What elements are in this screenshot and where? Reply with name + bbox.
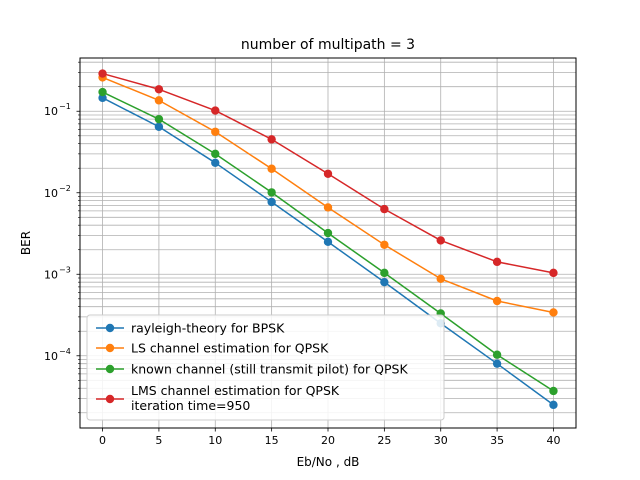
data-point bbox=[267, 197, 276, 207]
data-point bbox=[154, 122, 164, 131]
data-point bbox=[154, 114, 164, 124]
data-point bbox=[98, 87, 107, 97]
data-point bbox=[98, 93, 107, 103]
y-tick-label: 10 bbox=[44, 105, 58, 118]
y-axis-label: BER bbox=[19, 231, 33, 255]
y-tick-label: 10 bbox=[44, 268, 58, 281]
data-point bbox=[211, 149, 220, 159]
data-point bbox=[549, 308, 558, 317]
x-tick-label: 20 bbox=[321, 434, 335, 447]
y-tick-label: 10 bbox=[44, 350, 58, 363]
legend-entry: LMS channel estimation for QPSK iteratio… bbox=[96, 383, 340, 413]
x-tick-label: 10 bbox=[208, 434, 222, 447]
data-point bbox=[267, 135, 276, 144]
data-point bbox=[380, 268, 389, 278]
x-tick-label: 15 bbox=[265, 434, 279, 447]
legend-swatch-marker bbox=[105, 343, 115, 353]
legend-label-line2: iteration time=950 bbox=[131, 398, 250, 413]
data-point bbox=[549, 400, 558, 410]
x-axis-label: Eb/No , dB bbox=[297, 455, 360, 469]
data-point bbox=[267, 188, 276, 197]
y-tick-exponent: −3 bbox=[59, 265, 71, 274]
x-tick-label: 30 bbox=[434, 434, 448, 447]
legend-entry: known channel (still transmit pilot) for… bbox=[96, 362, 408, 377]
data-point bbox=[436, 236, 445, 245]
legend-label: LMS channel estimation for QPSK bbox=[131, 383, 340, 398]
legend-label: known channel (still transmit pilot) for… bbox=[131, 362, 408, 377]
x-axis-ticks: 0 5 10 15 20 25 30 35 40 bbox=[99, 428, 560, 447]
y-tick-exponent: −4 bbox=[59, 347, 71, 356]
data-point bbox=[323, 237, 333, 247]
x-tick-label: 25 bbox=[377, 434, 391, 447]
data-point bbox=[323, 169, 333, 178]
data-point bbox=[380, 204, 389, 214]
data-point bbox=[549, 386, 558, 396]
data-point bbox=[380, 277, 389, 287]
y-tick-exponent: −2 bbox=[59, 184, 71, 193]
legend-entry: rayleigh-theory for BPSK bbox=[96, 321, 285, 336]
data-point bbox=[211, 106, 220, 115]
legend-swatch-marker bbox=[105, 364, 115, 374]
legend-swatch-marker bbox=[105, 394, 115, 404]
legend: rayleigh-theory for BPSK LS channel esti… bbox=[86, 314, 445, 421]
legend-entry: LS channel estimation for QPSK bbox=[96, 341, 329, 356]
data-point bbox=[549, 268, 558, 278]
data-point bbox=[492, 350, 502, 359]
data-point bbox=[436, 274, 445, 283]
y-tick-label: 10 bbox=[44, 187, 58, 200]
data-point bbox=[211, 158, 220, 168]
data-point bbox=[154, 96, 164, 105]
y-axis-ticks: 10−410−310−210−1 bbox=[44, 61, 80, 414]
data-point bbox=[492, 359, 502, 368]
data-point bbox=[323, 203, 333, 212]
data-point bbox=[267, 164, 276, 173]
data-point bbox=[154, 85, 164, 94]
y-tick-exponent: −1 bbox=[59, 102, 71, 111]
legend-label: rayleigh-theory for BPSK bbox=[131, 321, 285, 336]
legend-swatch-marker bbox=[105, 323, 115, 333]
legend-label: LS channel estimation for QPSK bbox=[131, 341, 329, 356]
series-group bbox=[98, 73, 558, 317]
series-group bbox=[98, 69, 558, 278]
x-tick-label: 35 bbox=[490, 434, 504, 447]
data-point bbox=[211, 127, 220, 136]
x-tick-label: 40 bbox=[546, 434, 560, 447]
x-tick-label: 5 bbox=[155, 434, 162, 447]
data-point bbox=[380, 240, 389, 249]
data-point bbox=[323, 228, 333, 238]
series-group bbox=[98, 87, 558, 396]
data-point bbox=[98, 69, 107, 78]
x-tick-label: 0 bbox=[99, 434, 106, 447]
data-point bbox=[492, 257, 502, 267]
legend-box bbox=[86, 314, 445, 421]
chart-title: number of multipath = 3 bbox=[241, 37, 415, 53]
data-point bbox=[492, 296, 502, 306]
